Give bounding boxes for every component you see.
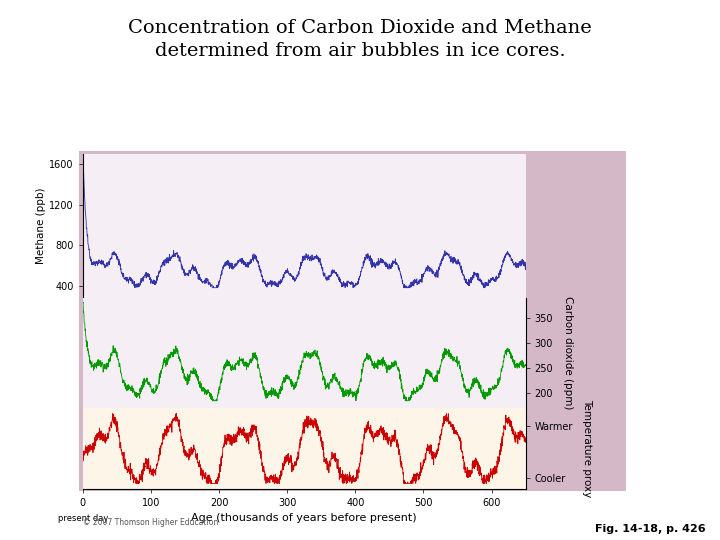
Y-axis label: Methane (ppb): Methane (ppb) (37, 187, 46, 264)
Text: Concentration of Carbon Dioxide and Methane
determined from air bubbles in ice c: Concentration of Carbon Dioxide and Meth… (128, 19, 592, 60)
Text: © 2007 Thomson Higher Education: © 2007 Thomson Higher Education (83, 518, 218, 528)
Text: present day: present day (58, 515, 108, 523)
Text: Fig. 14-18, p. 426: Fig. 14-18, p. 426 (595, 523, 706, 534)
Y-axis label: Temperature proxy: Temperature proxy (582, 400, 593, 498)
X-axis label: Age (thousands of years before present): Age (thousands of years before present) (192, 514, 417, 523)
Y-axis label: Carbon dioxide (ppm): Carbon dioxide (ppm) (563, 296, 572, 410)
